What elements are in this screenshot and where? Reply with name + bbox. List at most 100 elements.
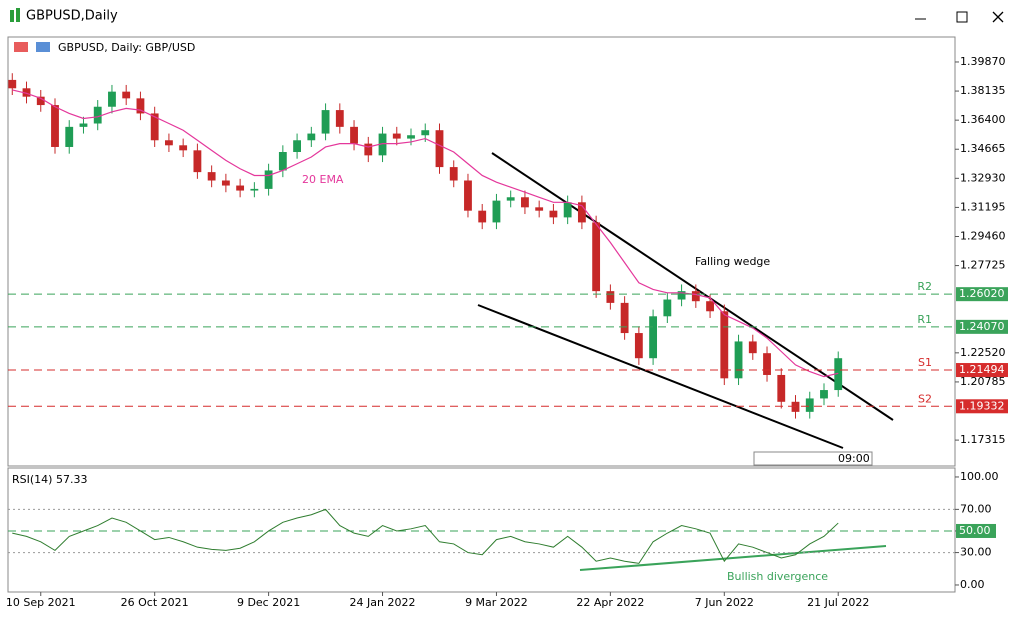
app-icon	[10, 10, 14, 22]
y-tick-label: 1.17315	[960, 433, 1006, 446]
x-tick-label: 10 Sep 2021	[6, 596, 76, 609]
candle-body	[36, 96, 45, 106]
candle-body	[8, 79, 17, 89]
x-tick-label: 9 Dec 2021	[237, 596, 300, 609]
candle-body	[820, 390, 828, 399]
candle-body	[221, 180, 230, 186]
candle-body	[108, 91, 116, 107]
candle-body	[407, 135, 415, 139]
y-tick-label: 1.34665	[960, 142, 1006, 155]
level-value: 1.21494	[959, 363, 1005, 376]
candle-body	[763, 353, 771, 375]
y-tick-label: 1.38135	[960, 84, 1006, 97]
x-tick-label: 7 Jun 2022	[695, 596, 754, 609]
level-name: R2	[917, 280, 932, 293]
y-tick-label: 1.22520	[960, 346, 1006, 359]
x-tick-label: 22 Apr 2022	[576, 596, 644, 609]
candle-body	[307, 133, 316, 141]
candle-body	[51, 105, 59, 147]
candle-body	[321, 110, 330, 134]
candle-body	[193, 150, 202, 173]
y-tick-label: 100.00	[960, 470, 999, 483]
candle-body	[634, 333, 643, 359]
toolbar-icon	[36, 42, 50, 52]
candle-body	[435, 130, 444, 168]
candle-body	[22, 88, 31, 97]
candle-body	[805, 398, 814, 412]
candle-body	[663, 299, 672, 317]
wedge-label: Falling wedge	[695, 255, 770, 268]
candle-body	[649, 316, 658, 359]
mid-level-value: 50.00	[959, 524, 991, 537]
y-tick-label: 0.00	[960, 578, 985, 591]
candle-body	[264, 170, 273, 189]
main-panel	[7, 36, 956, 467]
rsi-line	[12, 508, 839, 564]
candle-body	[706, 301, 714, 312]
candle-body	[677, 291, 686, 300]
candle-body	[577, 202, 586, 223]
candle-body	[150, 113, 159, 141]
candle-body	[620, 302, 629, 334]
rsi-title: RSI(14) 57.33	[12, 473, 87, 486]
divergence-line	[579, 545, 887, 571]
candle-body	[364, 143, 373, 156]
candle-body	[521, 197, 529, 208]
y-tick-label: 1.32930	[960, 171, 1006, 184]
level-value: 1.19332	[959, 399, 1005, 412]
ema-label: 20 EMA	[302, 173, 344, 186]
app-icon	[16, 8, 20, 22]
x-tick-label: 26 Oct 2021	[121, 596, 189, 609]
candle-body	[777, 374, 786, 402]
wedge-lower	[477, 304, 844, 449]
candle-body	[79, 123, 88, 127]
level-value: 1.26020	[959, 287, 1005, 300]
y-tick-label: 30.00	[960, 546, 992, 559]
candle-body	[392, 133, 401, 139]
candle-body	[335, 110, 344, 127]
y-tick-label: 1.20785	[960, 375, 1006, 388]
level-name: R1	[917, 313, 932, 326]
candle-body	[122, 91, 131, 99]
level-box	[956, 319, 1008, 334]
candle-body	[378, 133, 387, 156]
y-tick-label: 1.31195	[960, 200, 1006, 213]
y-tick-label: 1.36400	[960, 113, 1006, 126]
candle-body	[606, 291, 615, 303]
time-label: 09:00	[838, 452, 870, 465]
level-name: S2	[918, 392, 932, 405]
candle-body	[734, 341, 743, 379]
close-button[interactable]	[992, 11, 1004, 23]
time-box	[753, 451, 873, 466]
y-tick-label: 1.29460	[960, 229, 1006, 242]
level-box	[956, 287, 1008, 302]
candle-body	[549, 210, 558, 218]
candle-body	[278, 152, 287, 171]
y-tick-label: 1.27725	[960, 259, 1006, 272]
candle-body	[293, 140, 302, 153]
divergence-label: Bullish divergence	[727, 570, 828, 583]
wedge-upper	[491, 152, 894, 421]
y-tick-label: 70.00	[960, 502, 992, 515]
maximize-button[interactable]	[956, 11, 968, 23]
candle-body	[350, 126, 358, 144]
candle-body	[93, 106, 102, 124]
candle-body	[65, 126, 74, 147]
candle-body	[421, 130, 430, 136]
candle-body	[563, 202, 572, 218]
candle-body	[592, 222, 601, 292]
candle-body	[179, 145, 188, 151]
candle-body	[236, 185, 245, 191]
candle-body	[834, 358, 843, 391]
toolbar-icon	[14, 42, 28, 52]
candle-body	[136, 98, 145, 114]
x-tick-label: 24 Jan 2022	[350, 596, 416, 609]
candle-body	[720, 311, 729, 379]
x-tick-label: 21 Jul 2022	[807, 596, 869, 609]
title-bar: GBPUSD,Daily	[10, 8, 1004, 24]
candle-body	[207, 172, 216, 181]
chart-title: GBPUSD, Daily: GBP/USD	[58, 41, 195, 54]
ema-line	[12, 89, 839, 378]
